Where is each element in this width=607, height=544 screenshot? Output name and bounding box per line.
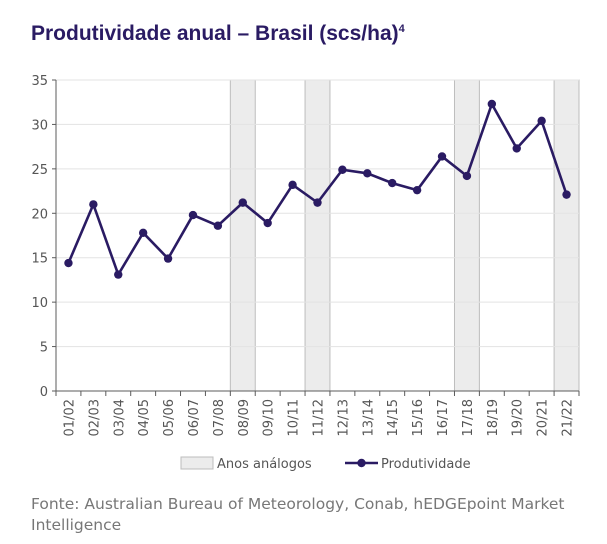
data-point bbox=[338, 165, 347, 174]
x-tick-label: 07/08 bbox=[212, 399, 227, 436]
x-tick-label: 01/02 bbox=[62, 399, 77, 436]
x-tick-label: 18/19 bbox=[486, 399, 501, 436]
y-tick-label: 5 bbox=[40, 341, 48, 356]
data-point bbox=[562, 190, 571, 199]
x-tick-label: 03/04 bbox=[112, 399, 127, 436]
data-point bbox=[512, 144, 521, 153]
x-tick-label: 10/11 bbox=[287, 399, 302, 436]
x-tick-label: 11/12 bbox=[312, 399, 327, 436]
line-chart: 0 5 10 15 20 25 30 35 01/02 02/03 03/04 04/05 05/06 0… bbox=[31, 74, 580, 472]
data-point bbox=[462, 171, 472, 181]
data-point bbox=[89, 200, 98, 209]
data-point bbox=[238, 198, 247, 207]
x-tick-label: 21/22 bbox=[561, 399, 576, 436]
legend-label-series: Produtividade bbox=[381, 457, 471, 472]
x-tick-label: 13/14 bbox=[361, 399, 376, 436]
y-tick-label: 30 bbox=[31, 118, 48, 133]
y-tick-label: 20 bbox=[31, 207, 48, 222]
x-tick-label: 04/05 bbox=[137, 399, 152, 436]
chart-title-footnote: 4 bbox=[398, 23, 405, 35]
data-point bbox=[64, 258, 73, 268]
analog-year-band bbox=[229, 79, 256, 392]
x-tick-label: 16/17 bbox=[436, 399, 451, 436]
x-tick-label: 20/21 bbox=[536, 399, 551, 436]
x-tick-label: 08/09 bbox=[237, 399, 252, 436]
data-point bbox=[114, 270, 123, 279]
x-tick-label: 17/18 bbox=[461, 399, 476, 436]
data-point bbox=[313, 198, 322, 207]
legend-label-analog-years: Anos análogos bbox=[217, 457, 312, 472]
data-point bbox=[388, 178, 397, 188]
x-tick-label: 19/20 bbox=[511, 399, 526, 436]
data-point bbox=[363, 169, 372, 178]
y-tick-label: 10 bbox=[31, 296, 48, 311]
x-tick-label: 15/16 bbox=[411, 399, 426, 436]
x-tick-label: 09/10 bbox=[262, 399, 277, 436]
y-tick-label: 0 bbox=[40, 385, 48, 400]
data-point bbox=[412, 185, 422, 195]
x-tick-label: 06/07 bbox=[187, 399, 202, 436]
y-tick-label: 25 bbox=[31, 163, 48, 178]
data-point bbox=[263, 218, 272, 228]
data-point bbox=[288, 180, 297, 190]
data-point bbox=[163, 254, 173, 263]
data-point bbox=[188, 210, 198, 220]
data-point bbox=[138, 228, 148, 238]
y-tick-label: 15 bbox=[31, 252, 48, 267]
source-note: Fonte: Australian Bureau of Meteorology,… bbox=[31, 495, 565, 534]
x-tick-label: 14/15 bbox=[386, 399, 401, 436]
analog-year-band bbox=[453, 79, 480, 392]
legend-swatch-analog-years bbox=[180, 456, 214, 470]
data-point bbox=[487, 99, 497, 109]
x-tick-label: 12/13 bbox=[336, 399, 351, 436]
chart-title-text: Produtividade anual – Brasil (scs/ha) bbox=[31, 22, 399, 45]
data-point bbox=[537, 116, 546, 126]
legend-swatch-marker bbox=[357, 458, 366, 468]
x-tick-label: 02/03 bbox=[87, 399, 102, 436]
analog-year-band bbox=[304, 79, 331, 392]
chart-title: Produtividade anual – Brasil (scs/ha)4 bbox=[31, 22, 405, 46]
analog-year-band bbox=[553, 79, 580, 392]
data-point bbox=[437, 152, 447, 161]
data-point bbox=[213, 221, 223, 230]
y-tick-label: 35 bbox=[31, 74, 48, 89]
x-tick-label: 05/06 bbox=[162, 399, 177, 436]
